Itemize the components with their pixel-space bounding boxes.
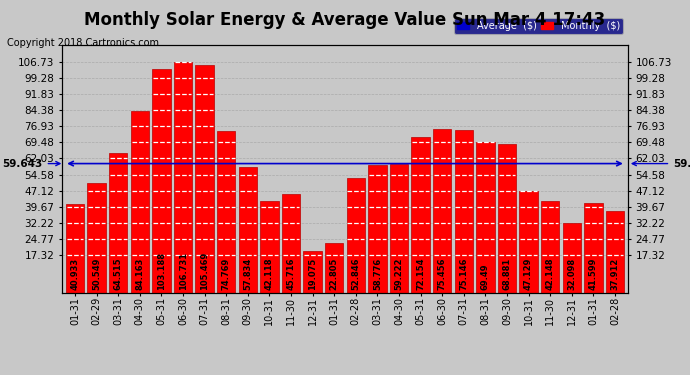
Text: 19.075: 19.075: [308, 258, 317, 290]
Text: 75.456: 75.456: [437, 258, 446, 290]
Bar: [260, 201, 279, 292]
Text: 45.716: 45.716: [286, 258, 295, 290]
Bar: [282, 194, 300, 292]
Text: 106.731: 106.731: [179, 252, 188, 290]
Text: 42.148: 42.148: [546, 258, 555, 290]
Text: 57.834: 57.834: [244, 258, 253, 290]
Bar: [562, 223, 581, 292]
Bar: [455, 130, 473, 292]
Text: 52.846: 52.846: [351, 258, 360, 290]
Bar: [476, 142, 495, 292]
Text: 103.188: 103.188: [157, 252, 166, 290]
Text: 72.154: 72.154: [416, 258, 425, 290]
Bar: [541, 201, 560, 292]
Text: 68.881: 68.881: [502, 258, 511, 290]
Text: 84.163: 84.163: [135, 258, 144, 290]
Text: 64.515: 64.515: [114, 258, 123, 290]
Text: 40.933: 40.933: [70, 258, 79, 290]
Bar: [368, 165, 386, 292]
Text: 69.49: 69.49: [481, 264, 490, 290]
Text: 42.118: 42.118: [265, 258, 274, 290]
Bar: [584, 202, 602, 292]
Bar: [66, 204, 84, 292]
Text: 50.549: 50.549: [92, 258, 101, 290]
Bar: [174, 62, 193, 292]
Text: 59.643: 59.643: [632, 159, 690, 169]
Bar: [304, 251, 322, 292]
Bar: [433, 129, 451, 292]
Text: 41.599: 41.599: [589, 258, 598, 290]
Bar: [195, 64, 214, 292]
Text: 22.805: 22.805: [330, 258, 339, 290]
Bar: [520, 190, 538, 292]
Bar: [109, 153, 128, 292]
Bar: [239, 168, 257, 292]
Legend: Average  ($), Monthly  ($): Average ($), Monthly ($): [454, 18, 623, 33]
Text: 47.129: 47.129: [524, 258, 533, 290]
Bar: [346, 178, 365, 292]
Bar: [88, 183, 106, 292]
Bar: [217, 131, 235, 292]
Bar: [411, 136, 430, 292]
Text: 58.776: 58.776: [373, 258, 382, 290]
Text: 105.469: 105.469: [200, 252, 209, 290]
Bar: [325, 243, 344, 292]
Bar: [152, 69, 170, 292]
Text: 59.643: 59.643: [2, 159, 60, 169]
Text: Copyright 2018 Cartronics.com: Copyright 2018 Cartronics.com: [7, 38, 159, 48]
Text: 74.769: 74.769: [221, 258, 230, 290]
Text: 32.098: 32.098: [567, 258, 576, 290]
Text: Monthly Solar Energy & Average Value Sun Mar 4 17:43: Monthly Solar Energy & Average Value Sun…: [84, 11, 606, 29]
Bar: [130, 111, 149, 292]
Text: 59.222: 59.222: [395, 258, 404, 290]
Text: 75.146: 75.146: [460, 258, 469, 290]
Text: 37.912: 37.912: [611, 258, 620, 290]
Bar: [390, 165, 408, 292]
Bar: [497, 144, 516, 292]
Bar: [606, 210, 624, 292]
